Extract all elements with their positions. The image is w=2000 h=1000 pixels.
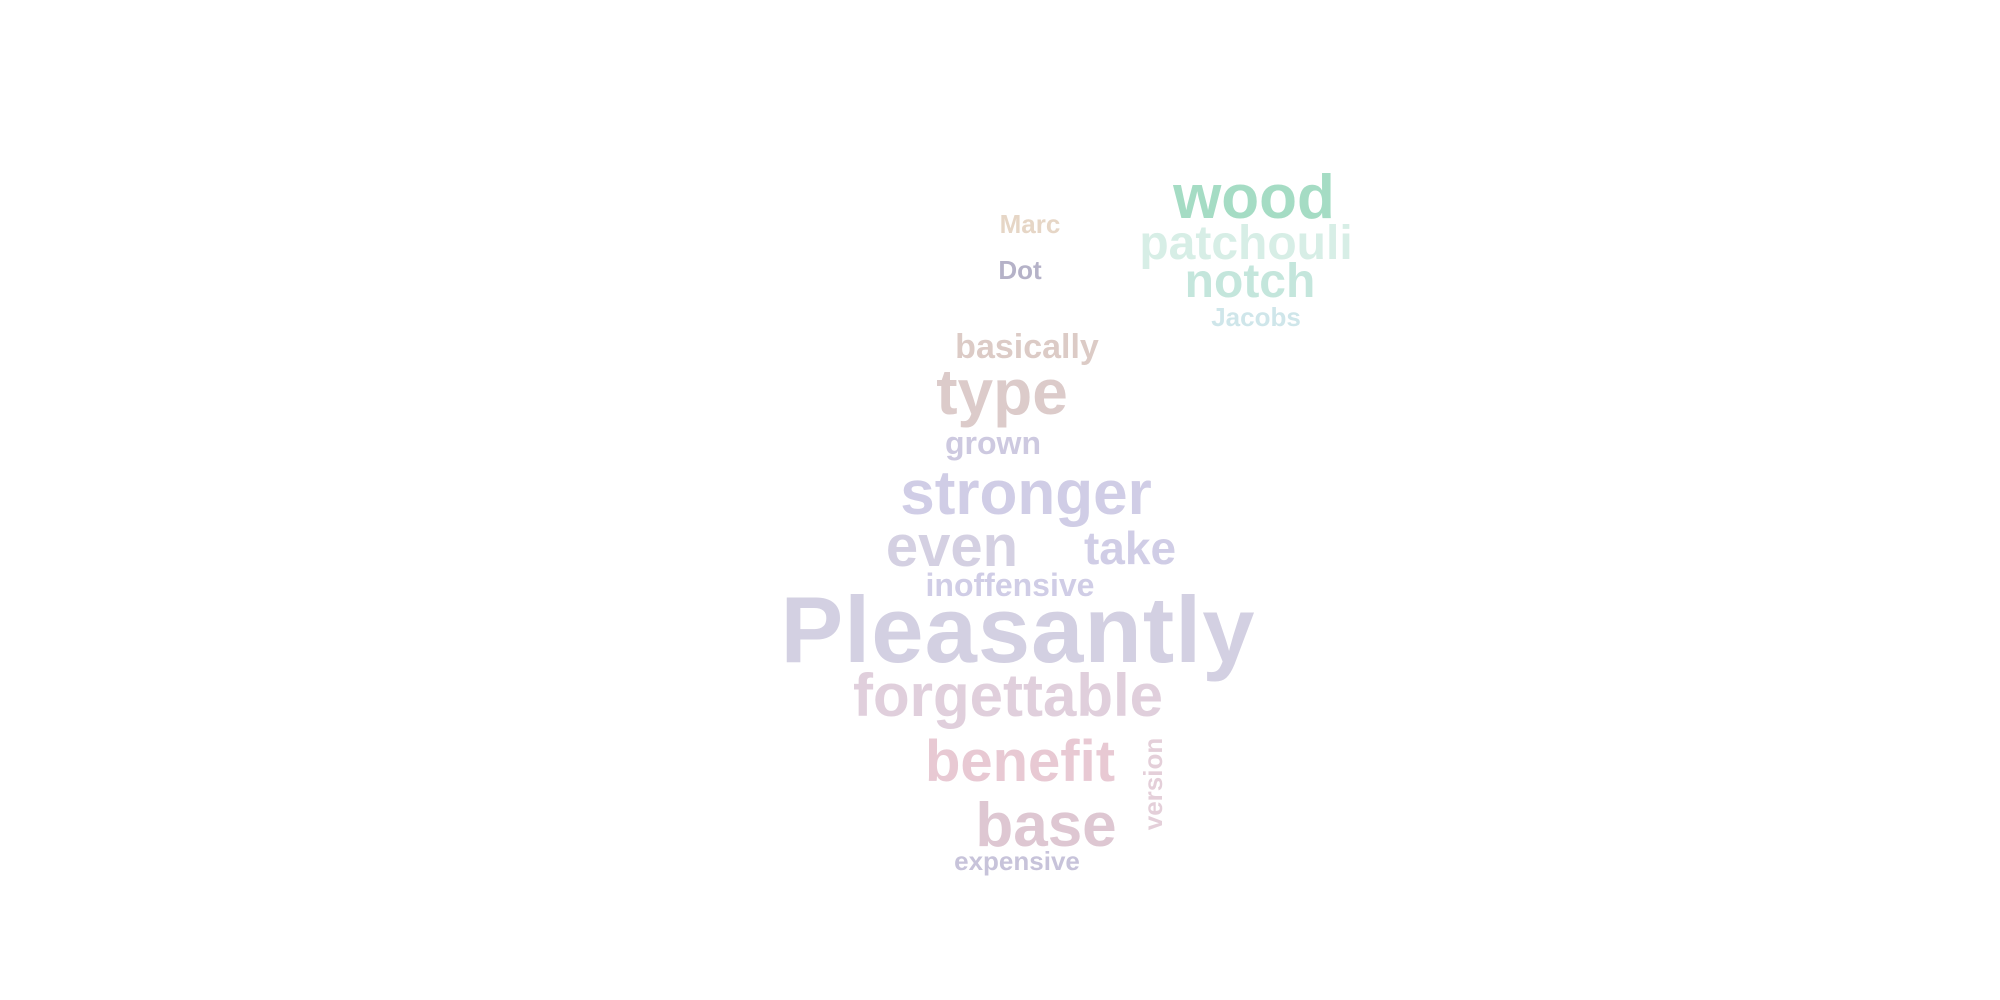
word-version: version [1138, 737, 1168, 831]
word-expensive: expensive [954, 846, 1080, 876]
word-patchouli: patchouli [1139, 217, 1353, 270]
word-even: even [885, 514, 1019, 579]
word-dot: Dot [998, 255, 1042, 285]
word-basically: basically [955, 328, 1099, 366]
word-inoffensive: inoffensive [925, 567, 1095, 603]
word-jacobs: Jacobs [1211, 302, 1301, 332]
word-wood: wood [1173, 163, 1335, 232]
word-marc: Marc [999, 209, 1061, 239]
word-take: take [1083, 522, 1177, 574]
word-type: type [936, 356, 1068, 428]
word-forgettable: forgettable [852, 662, 1164, 729]
word-benefit: benefit [924, 729, 1116, 794]
word-grown: grown [945, 425, 1041, 461]
word-base: base [975, 791, 1117, 860]
word-stronger: stronger [900, 459, 1152, 528]
word-notch: notch [1184, 255, 1316, 308]
word-pleasantly: Pleasantly [780, 577, 1256, 682]
